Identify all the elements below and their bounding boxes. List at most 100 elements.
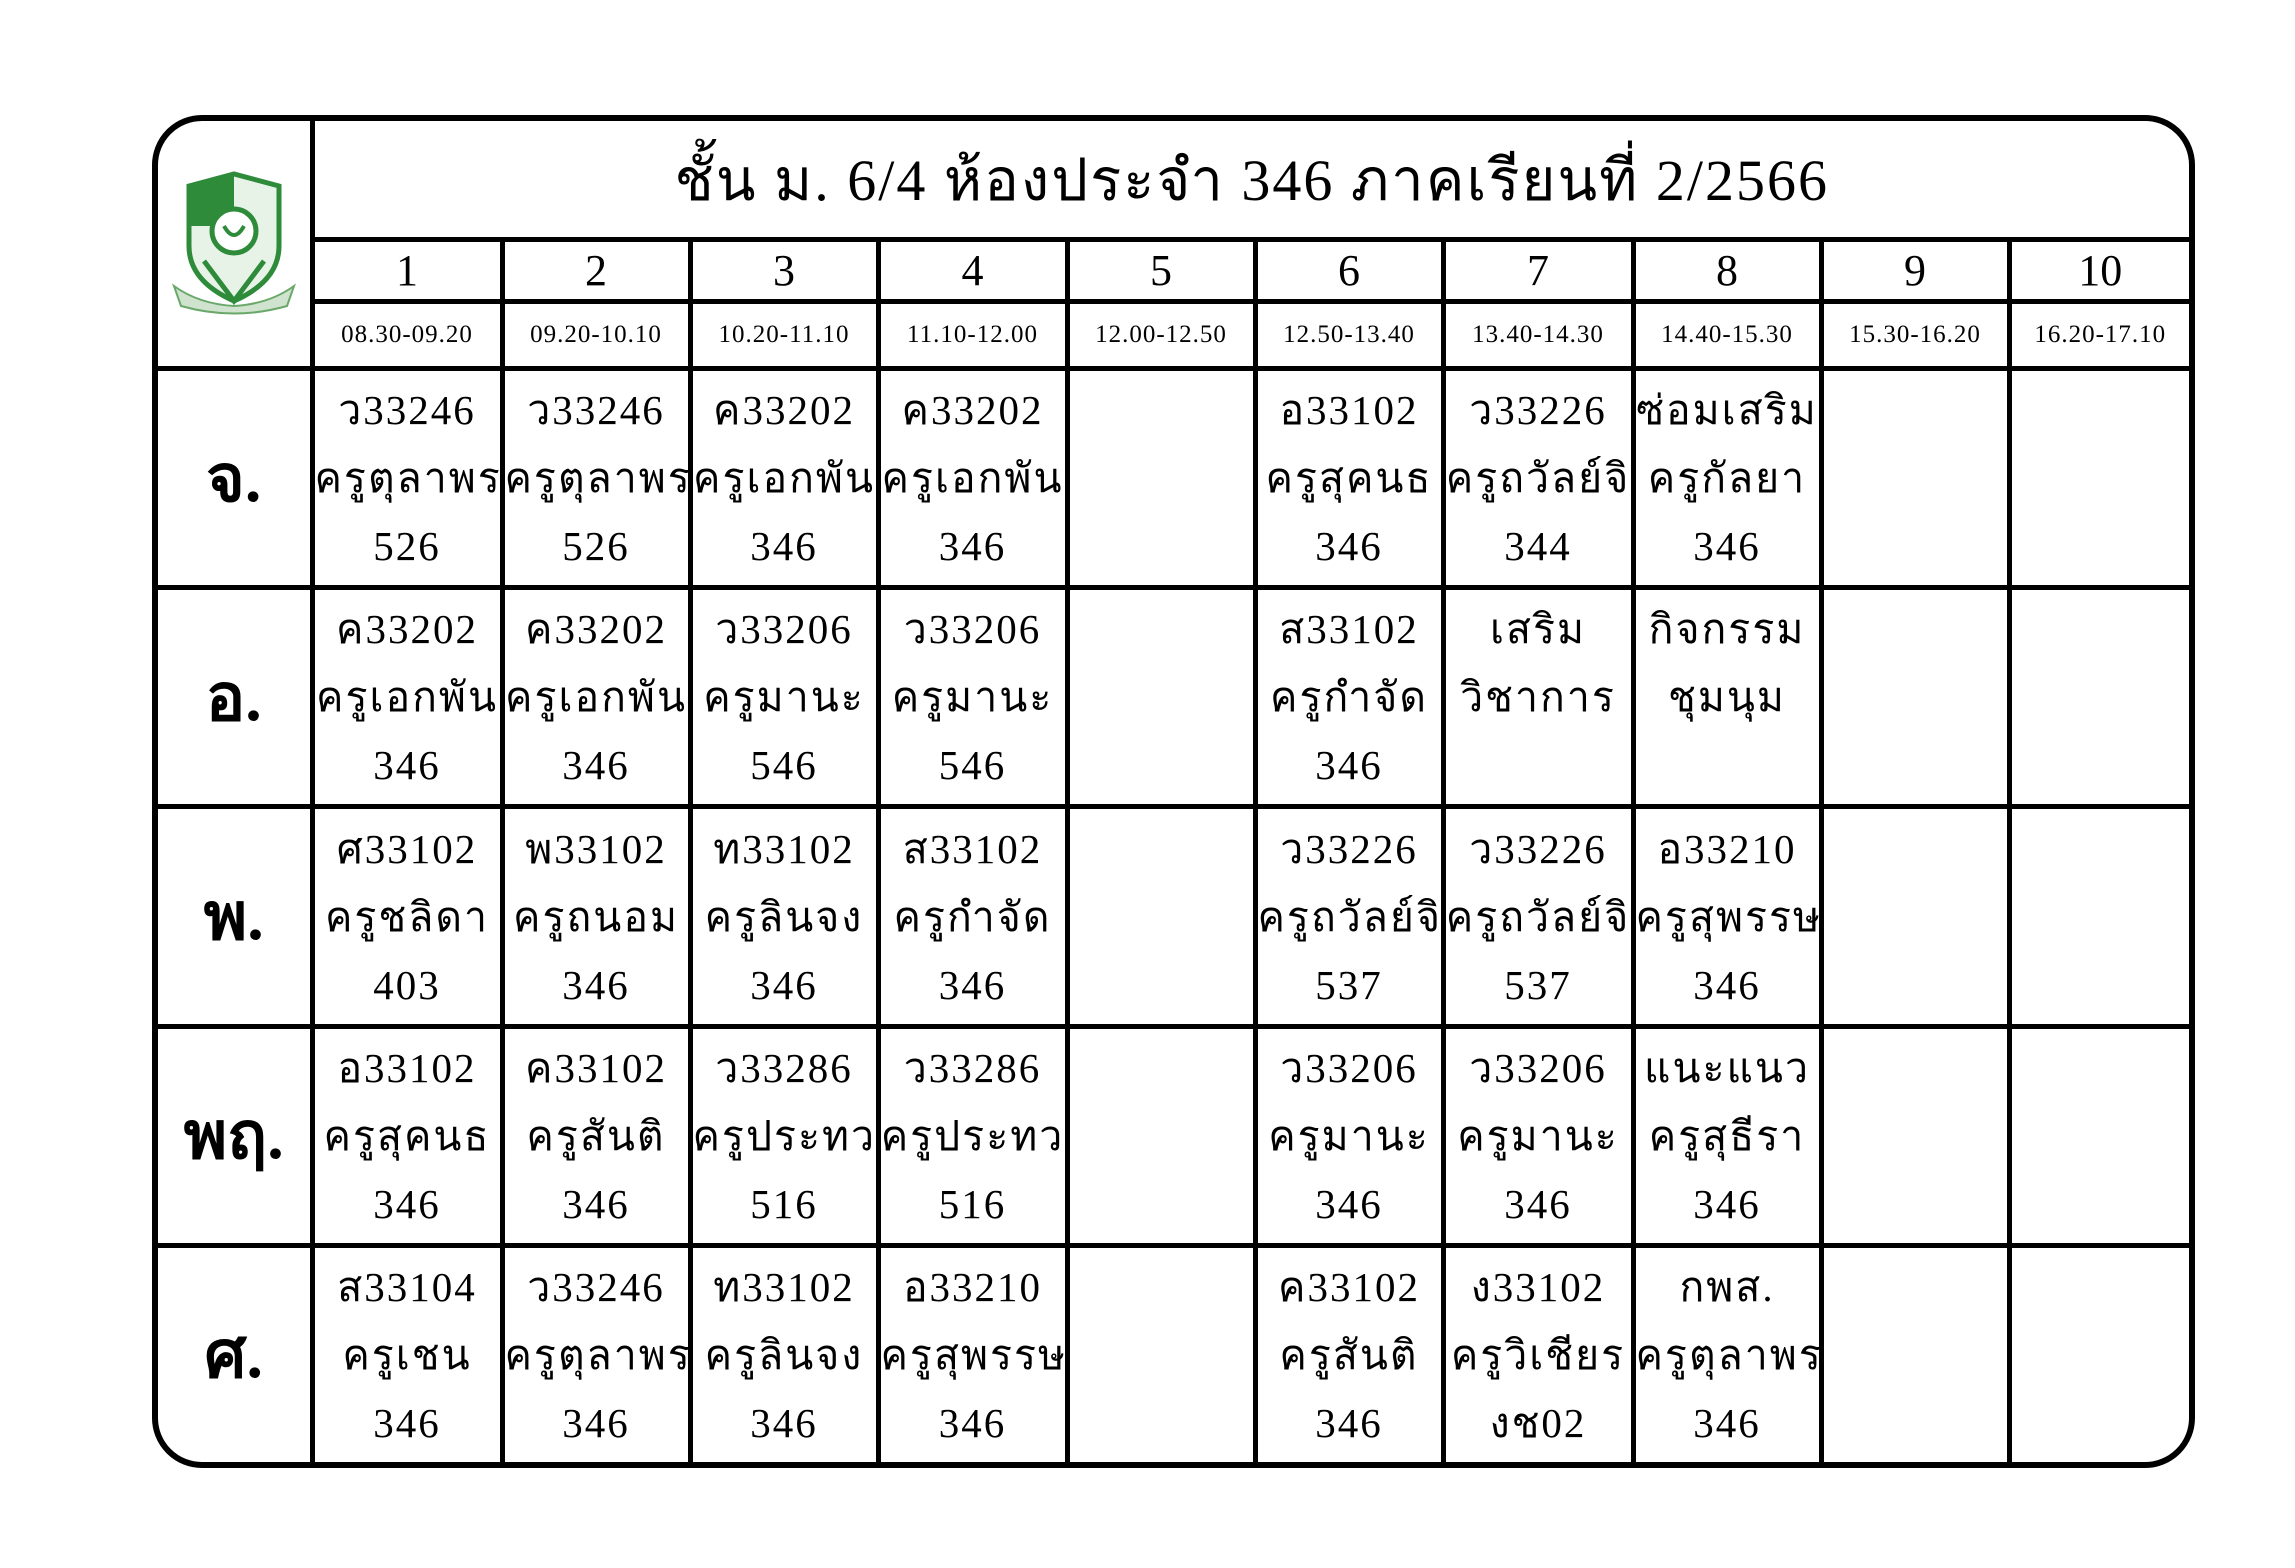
- teacher-name: [1826, 1321, 2004, 1389]
- period-time: 15.30-16.20: [1818, 299, 2012, 371]
- day-label: ศ.: [158, 1242, 315, 1462]
- schedule-cell: [1818, 1023, 2012, 1248]
- period-time: 10.20-11.10: [687, 299, 881, 371]
- room-number: 346: [938, 961, 1007, 1008]
- teacher-name: ครูชลิดา: [324, 893, 490, 940]
- teacher-name: [1826, 663, 2004, 731]
- schedule-cell: ว33246 ครูตุลาพร 526: [309, 365, 505, 591]
- period-number: 3: [687, 237, 881, 304]
- schedule-cell: ส33102 ครูกำจัด 346: [1252, 585, 1446, 810]
- room-number: 346: [1315, 1180, 1383, 1227]
- teacher-name: ครูวิเชียร: [1450, 1331, 1626, 1378]
- day-label: จ.: [158, 365, 315, 591]
- teacher-name: ครูกำจัด: [893, 893, 1052, 940]
- schedule-cell: [2006, 365, 2189, 591]
- subject-code: พ33102: [525, 825, 667, 872]
- period-number: 9: [1818, 237, 2012, 304]
- subject-code: [1826, 1253, 2004, 1321]
- subject-code: ง33102: [1470, 1263, 1606, 1310]
- room-number: 546: [938, 742, 1007, 789]
- schedule-cell: ว33246 ครูตุลาพร 346: [499, 1242, 693, 1462]
- day-label: อ.: [158, 585, 315, 810]
- teacher-name: [1826, 883, 2004, 951]
- day-row: จ. ว33246 ครูตุลาพร 526 ว33246 ครูตุลาพร 526 ค3…: [158, 365, 2189, 591]
- room-number: 346: [373, 742, 441, 789]
- teacher-name: ครูตุลาพร: [1635, 1331, 1819, 1378]
- teacher-name: ครูสุพรรษ: [1635, 893, 1819, 940]
- room-number: 346: [373, 1399, 441, 1446]
- subject-code: ว33206: [1280, 1044, 1418, 1091]
- subject-code: ค33202: [525, 606, 667, 653]
- room-number: 537: [1504, 961, 1572, 1008]
- schedule-cell: [1818, 365, 2012, 591]
- schedule-cell: [1064, 585, 1258, 810]
- teacher-name: ครูสันติ: [526, 1112, 666, 1159]
- subject-code: ค33202: [901, 387, 1044, 434]
- period-number: 6: [1252, 237, 1446, 304]
- schedule-cell: [2006, 804, 2189, 1029]
- schedule-cell: ท33102 ครูลินจง 346: [687, 1242, 881, 1462]
- schedule-cell: ว33206 ครูมานะ 346: [1252, 1023, 1446, 1248]
- teacher-name: ครูกัลยา: [1647, 455, 1807, 502]
- schedule-cell: พ33102 ครูถนอม 346: [499, 804, 693, 1029]
- subject-code: ค33102: [1278, 1263, 1420, 1310]
- teacher-name: ครูสันติ: [1279, 1331, 1419, 1378]
- subject-code: ว33206: [903, 606, 1042, 653]
- period-number: 10: [2006, 237, 2189, 304]
- room-number: [1826, 1389, 2004, 1457]
- schedule-cell: [1818, 585, 2012, 810]
- subject-code: ว33226: [1280, 825, 1418, 872]
- period-number: 4: [875, 237, 1070, 304]
- teacher-name: ครูมานะ: [1457, 1112, 1619, 1159]
- teacher-name: [2014, 444, 2189, 512]
- teacher-name: วิชาการ: [1460, 674, 1616, 721]
- subject-code: ว33246: [527, 387, 665, 434]
- room-number: 346: [1693, 961, 1761, 1008]
- subject-code: [1826, 1034, 2004, 1102]
- room-number: 526: [562, 523, 630, 570]
- schedule-cell: ซ่อมเสริม ครูกัลยา 346: [1630, 365, 1824, 591]
- period-time: 12.50-13.40: [1252, 299, 1446, 371]
- period-number: 8: [1630, 237, 1824, 304]
- schedule-cell: [1064, 1242, 1258, 1462]
- day-row: อ. ค33202 ครูเอกพัน 346 ค33202 ครูเอกพัน 346 ว3…: [158, 585, 2189, 810]
- schedule-cell: [2006, 1023, 2189, 1248]
- schedule-cell: อ33102 ครูสุคนธ 346: [309, 1023, 505, 1248]
- period-time: 13.40-14.30: [1440, 299, 1636, 371]
- schedule-cell: ค33202 ครูเอกพัน 346: [309, 585, 505, 810]
- schedule-cell: [2006, 1242, 2189, 1462]
- schedule-cell: ว33286 ครูประทว 516: [687, 1023, 881, 1248]
- teacher-name: ครูลินจง: [704, 1331, 864, 1378]
- schedule-cell: เสริม วิชาการ: [1440, 585, 1636, 810]
- room-number: [2014, 1389, 2189, 1457]
- teacher-name: [2014, 1102, 2189, 1170]
- subject-code: ว33226: [1469, 387, 1607, 434]
- room-number: 546: [750, 742, 818, 789]
- schedule-cell: [2006, 585, 2189, 810]
- subject-code: [2014, 376, 2189, 444]
- subject-code: [1072, 1253, 1250, 1321]
- schedule-cell: ค33102 ครูสันติ 346: [499, 1023, 693, 1248]
- schedule-cell: ว33206 ครูมานะ 346: [1440, 1023, 1636, 1248]
- subject-code: ว33286: [903, 1044, 1042, 1091]
- subject-code: ค33102: [525, 1044, 667, 1091]
- schedule-cell: กิจกรรม ชุมนุม: [1630, 585, 1824, 810]
- room-number: 346: [1693, 523, 1761, 570]
- subject-code: ค33202: [336, 606, 478, 653]
- period-number: 5: [1064, 237, 1258, 304]
- teacher-name: [1072, 444, 1250, 512]
- day-label: พ.: [158, 804, 315, 1029]
- room-number: 346: [1693, 1180, 1761, 1227]
- subject-code: ว33206: [1469, 1044, 1607, 1091]
- teacher-name: [1826, 1102, 2004, 1170]
- teacher-name: [1072, 663, 1250, 731]
- subject-code: [1072, 1034, 1250, 1102]
- room-number: 346: [750, 961, 818, 1008]
- room-number: [1072, 951, 1250, 1019]
- day-row: ศ. ส33104 ครูเชน 346 ว33246 ครูตุลาพร 346 ท3310…: [158, 1242, 2189, 1462]
- teacher-name: [2014, 1321, 2189, 1389]
- room-number: 346: [1315, 742, 1383, 789]
- schedule-cell: ว33226 ครูถวัลย์จิ 537: [1252, 804, 1446, 1029]
- subject-code: [1072, 815, 1250, 883]
- teacher-name: [1826, 444, 2004, 512]
